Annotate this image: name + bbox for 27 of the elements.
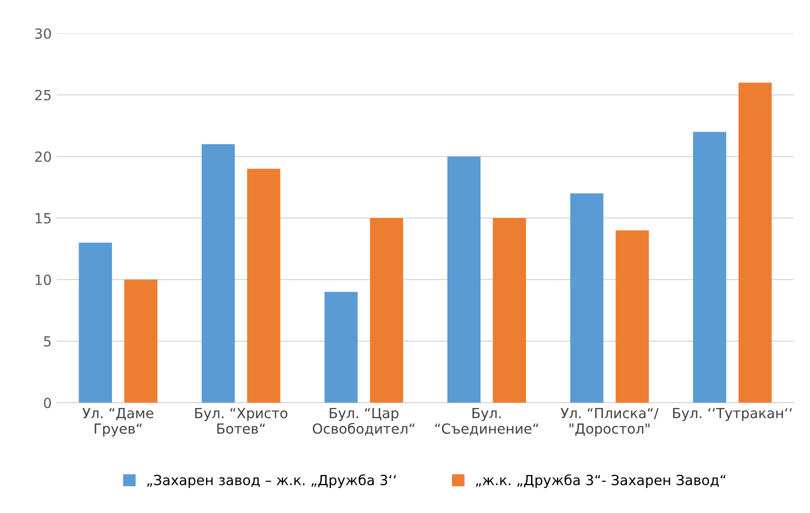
bar bbox=[124, 280, 158, 403]
x-tick-label: Бул. “Съединение“ bbox=[435, 408, 538, 436]
bar bbox=[492, 218, 526, 403]
bar bbox=[247, 168, 280, 403]
bar bbox=[78, 242, 112, 403]
x-tick-label: Бул. “Христо Ботев“ bbox=[195, 408, 288, 434]
x-tick-label: Ул. “Даме Груев“ bbox=[82, 408, 154, 437]
x-tick-label: Бул. “Цар Освободител“ bbox=[312, 408, 414, 436]
y-tick-label: 25 bbox=[35, 90, 51, 100]
y-tick-label: 15 bbox=[36, 213, 51, 224]
bar bbox=[370, 218, 404, 403]
bar bbox=[693, 132, 726, 403]
bar bbox=[616, 230, 649, 403]
bar bbox=[738, 82, 772, 403]
x-tick-label: Ул. “Плиска“/ "Доростол" bbox=[560, 408, 659, 437]
bar bbox=[570, 193, 604, 403]
x-tick-label: Бул. ‘‘Тутракан‘‘ bbox=[673, 408, 792, 422]
legend-label: „Захарен завод – ж.к. „Дружба 3‘‘ bbox=[147, 474, 396, 488]
y-tick-label: 30 bbox=[35, 28, 51, 39]
legend-label: „ж.к. „Дружба 3“- Захарен Завод“ bbox=[476, 474, 726, 488]
y-tick-label: 5 bbox=[44, 336, 51, 347]
y-tick-label: 20 bbox=[35, 151, 51, 162]
bar bbox=[202, 144, 235, 403]
bar bbox=[447, 156, 481, 403]
y-tick-label: 10 bbox=[36, 274, 51, 286]
bar bbox=[324, 292, 358, 403]
y-tick-label: 0 bbox=[44, 398, 51, 408]
